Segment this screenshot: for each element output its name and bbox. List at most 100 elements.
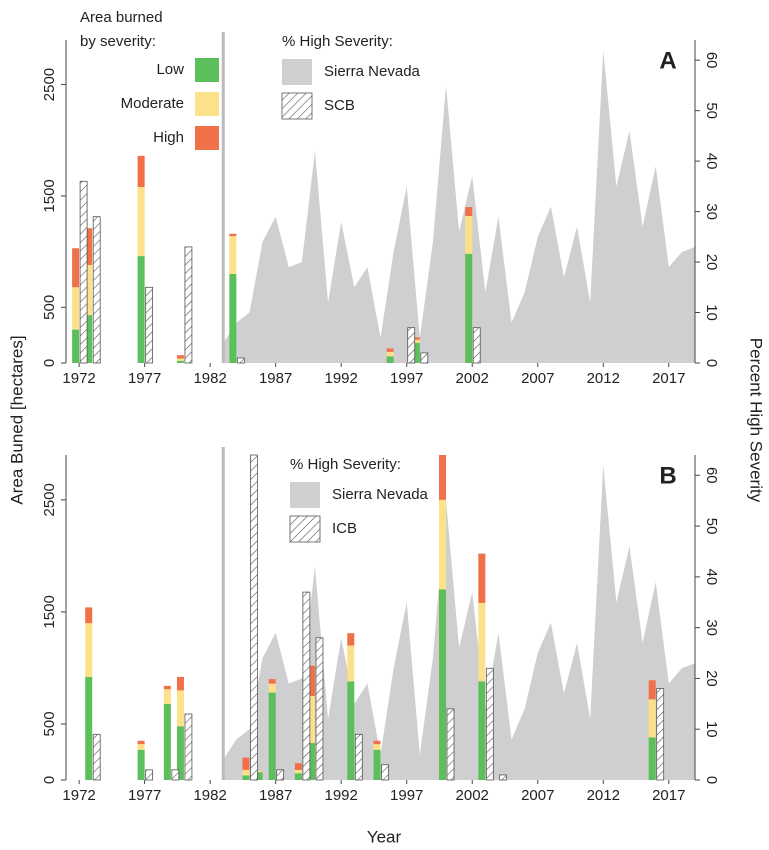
bar-segment: [255, 771, 263, 773]
hatched-bar: [407, 327, 416, 364]
y2-tick-label: 50: [703, 518, 720, 535]
legend-swatch: [281, 92, 313, 120]
x-tick-label: 1972: [62, 370, 95, 387]
y2-tick-label: 50: [703, 102, 720, 119]
panel-label: A: [659, 47, 676, 74]
y2-tick-label: 10: [703, 304, 720, 321]
x-tick-label: 2002: [456, 370, 489, 387]
bar-segment: [176, 676, 184, 691]
bar-segment: [439, 589, 447, 780]
legend-swatch: [289, 515, 321, 543]
hatched-bar: [92, 733, 101, 781]
bar-segment: [347, 645, 355, 682]
x-tick-label: 1977: [128, 787, 161, 804]
bar-segment: [478, 602, 486, 682]
x-tick-label: 2017: [652, 370, 685, 387]
bar-segment: [268, 692, 276, 780]
x-tick-label: 1982: [193, 787, 226, 804]
bar-segment: [229, 236, 237, 274]
x-tick-label: 2007: [521, 787, 554, 804]
bar-segment: [307, 743, 315, 780]
legend-label: High: [153, 129, 184, 146]
x-tick-label: 1987: [259, 787, 292, 804]
bar-segment: [137, 256, 145, 363]
y-tick-label: 2500: [41, 483, 58, 516]
bar-segment: [465, 253, 473, 363]
bar-segment: [137, 749, 145, 780]
sierra-area: [223, 50, 695, 363]
hatched-bar: [446, 708, 455, 781]
bar-segment: [373, 740, 381, 745]
bar-segment: [439, 499, 447, 590]
legend-swatch: [282, 59, 312, 85]
bar-segment: [373, 749, 381, 780]
hatched-bar: [236, 357, 245, 364]
legend-swatch: [195, 126, 219, 150]
legend-swatch: [290, 482, 320, 508]
x-tick-label: 1982: [193, 370, 226, 387]
legend-swatch: [195, 58, 219, 82]
hatched-bar: [499, 774, 507, 781]
y2-tick-label: 20: [703, 670, 720, 687]
x-tick-label: 1997: [390, 787, 423, 804]
bar-segment: [347, 633, 355, 646]
x-tick-label: 2007: [521, 370, 554, 387]
legend-swatch: [195, 92, 219, 116]
bar-segment: [386, 356, 394, 363]
legend-title: by severity:: [80, 33, 156, 50]
bar-segment: [137, 155, 145, 188]
bar-segment: [85, 228, 93, 265]
hatched-bar: [145, 769, 154, 781]
bar-segment: [85, 607, 93, 624]
bar-segment: [478, 681, 486, 780]
x-tick-label: 1997: [390, 370, 423, 387]
bar-segment: [163, 703, 171, 780]
bar-segment: [242, 757, 250, 770]
y2-tick-label: 0: [703, 359, 720, 367]
hatched-bar: [276, 769, 285, 781]
sierra-area: [223, 465, 695, 780]
x-axis-label: Year: [367, 827, 402, 846]
legend-title: % High Severity:: [290, 456, 401, 473]
bar-segment: [478, 553, 486, 603]
bar-segment: [412, 337, 420, 340]
legend-label: ICB: [332, 520, 357, 537]
y-tick-label: 0: [41, 776, 58, 784]
hatched-bar: [656, 688, 665, 781]
x-tick-label: 1972: [62, 787, 95, 804]
bar-segment: [242, 775, 250, 780]
bar-segment: [294, 769, 302, 774]
x-tick-label: 1977: [128, 370, 161, 387]
legend-label: SCB: [324, 97, 355, 114]
y2-tick-label: 30: [703, 203, 720, 220]
y2-tick-label: 40: [703, 569, 720, 586]
bar-segment: [163, 685, 171, 690]
x-tick-label: 2012: [587, 787, 620, 804]
hatched-bar: [184, 246, 193, 364]
bar-segment: [294, 763, 302, 770]
bar-segment: [229, 273, 237, 363]
hatched-bar: [250, 454, 258, 781]
y-tick-label: 500: [41, 711, 58, 736]
bar-segment: [163, 689, 171, 704]
bar-segment: [307, 665, 315, 696]
hatched-bar: [420, 352, 429, 364]
bar-segment: [85, 315, 93, 363]
hatched-bar: [472, 327, 481, 364]
bar-segment: [72, 248, 80, 288]
bar-segment: [72, 287, 80, 330]
bar-segment: [85, 676, 93, 780]
y-tick-label: 0: [41, 359, 58, 367]
bar-segment: [439, 455, 447, 500]
bar-segment: [137, 187, 145, 257]
bar-segment: [176, 726, 184, 780]
bar-segment: [176, 690, 184, 727]
legend-label: Sierra Nevada: [324, 63, 421, 80]
hatched-bar: [171, 769, 180, 781]
legend-label: Moderate: [121, 95, 184, 112]
bar-segment: [176, 355, 184, 359]
y2-axis-label: Percent High Severity: [747, 338, 766, 503]
hatched-bar: [79, 180, 88, 364]
bar-segment: [465, 215, 473, 254]
panel-label: B: [659, 462, 676, 489]
